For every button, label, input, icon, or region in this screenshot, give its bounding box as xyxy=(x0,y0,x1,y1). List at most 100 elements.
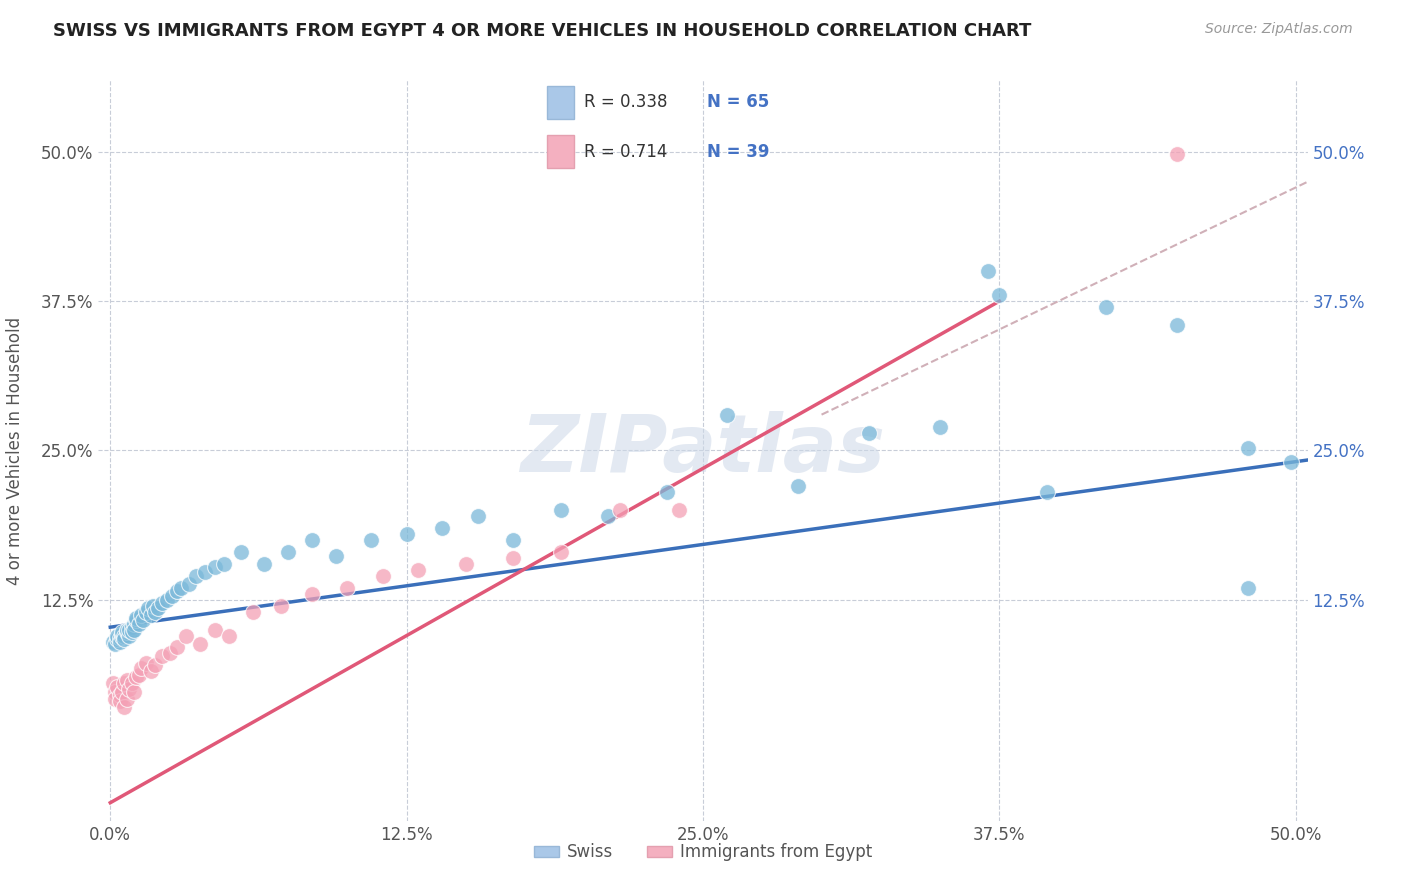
Legend: Swiss, Immigrants from Egypt: Swiss, Immigrants from Egypt xyxy=(527,837,879,868)
Point xyxy=(160,589,183,603)
Point xyxy=(467,509,489,524)
Point xyxy=(1036,485,1059,500)
Point xyxy=(550,545,572,559)
Point xyxy=(166,640,188,655)
Text: Source: ZipAtlas.com: Source: ZipAtlas.com xyxy=(1205,22,1353,37)
Point xyxy=(301,533,323,547)
Point xyxy=(229,545,252,559)
Point xyxy=(598,509,620,524)
Point xyxy=(105,680,128,694)
Point xyxy=(204,623,226,637)
Point xyxy=(115,624,138,639)
Point xyxy=(101,676,124,690)
Point xyxy=(115,691,138,706)
Text: N = 39: N = 39 xyxy=(707,143,770,161)
Point xyxy=(108,634,131,648)
Point xyxy=(174,629,197,643)
Point xyxy=(177,577,200,591)
Point xyxy=(143,605,166,619)
Point xyxy=(152,596,174,610)
Point xyxy=(111,627,134,641)
Point xyxy=(152,648,174,663)
Point xyxy=(104,637,127,651)
Point xyxy=(111,630,134,644)
Point xyxy=(143,658,166,673)
Point xyxy=(156,592,179,607)
Point xyxy=(136,601,159,615)
Point xyxy=(104,684,127,698)
Point xyxy=(1279,455,1302,469)
Point xyxy=(325,549,347,563)
Point xyxy=(212,557,235,571)
Point xyxy=(118,629,141,643)
Point xyxy=(502,550,524,565)
Point xyxy=(108,631,131,645)
Point xyxy=(114,676,136,690)
Point xyxy=(128,616,150,631)
Point xyxy=(253,557,276,571)
Point xyxy=(1166,318,1188,332)
Point xyxy=(929,419,952,434)
Point xyxy=(118,682,141,697)
Point xyxy=(125,610,148,624)
Point xyxy=(170,581,193,595)
Point xyxy=(129,661,152,675)
Text: SWISS VS IMMIGRANTS FROM EGYPT 4 OR MORE VEHICLES IN HOUSEHOLD CORRELATION CHART: SWISS VS IMMIGRANTS FROM EGYPT 4 OR MORE… xyxy=(53,22,1032,40)
Text: R = 0.338: R = 0.338 xyxy=(583,94,668,112)
Point xyxy=(277,545,299,559)
Point xyxy=(142,599,165,613)
Point xyxy=(454,557,477,571)
Point xyxy=(104,691,127,706)
Point xyxy=(108,694,131,708)
Point xyxy=(716,408,738,422)
Point xyxy=(122,616,145,631)
Point xyxy=(135,656,157,670)
FancyBboxPatch shape xyxy=(547,87,575,119)
Point xyxy=(1237,581,1260,595)
Point xyxy=(502,533,524,547)
Point xyxy=(1166,147,1188,161)
FancyBboxPatch shape xyxy=(547,136,575,168)
Point xyxy=(371,569,394,583)
Point xyxy=(1237,441,1260,455)
Point xyxy=(121,676,143,690)
Point xyxy=(270,599,292,613)
Point xyxy=(657,485,679,500)
Point xyxy=(135,605,157,619)
Point xyxy=(550,503,572,517)
Point xyxy=(115,673,138,687)
Point xyxy=(976,264,998,278)
Point xyxy=(128,668,150,682)
Point xyxy=(408,563,430,577)
Point xyxy=(111,684,134,698)
Point xyxy=(101,634,124,648)
Point xyxy=(159,647,181,661)
Point xyxy=(786,479,808,493)
Point xyxy=(668,503,690,517)
Point xyxy=(190,637,212,651)
Point xyxy=(125,613,148,627)
Point xyxy=(166,584,188,599)
Point xyxy=(184,569,207,583)
Text: ZIPatlas: ZIPatlas xyxy=(520,411,886,490)
Point xyxy=(194,566,217,580)
Point xyxy=(218,629,240,643)
Point xyxy=(125,670,148,684)
Point xyxy=(360,533,382,547)
Point xyxy=(301,587,323,601)
Point xyxy=(122,684,145,698)
Point xyxy=(105,629,128,643)
Point xyxy=(115,623,138,637)
Point xyxy=(114,632,136,647)
Point xyxy=(242,605,264,619)
Point xyxy=(609,503,631,517)
Text: R = 0.714: R = 0.714 xyxy=(583,143,666,161)
Point xyxy=(111,624,134,639)
Point xyxy=(858,425,880,440)
Point xyxy=(139,608,162,623)
Point xyxy=(988,288,1011,302)
Point xyxy=(105,632,128,647)
Point xyxy=(122,623,145,637)
Point xyxy=(114,629,136,643)
Text: N = 65: N = 65 xyxy=(707,94,769,112)
